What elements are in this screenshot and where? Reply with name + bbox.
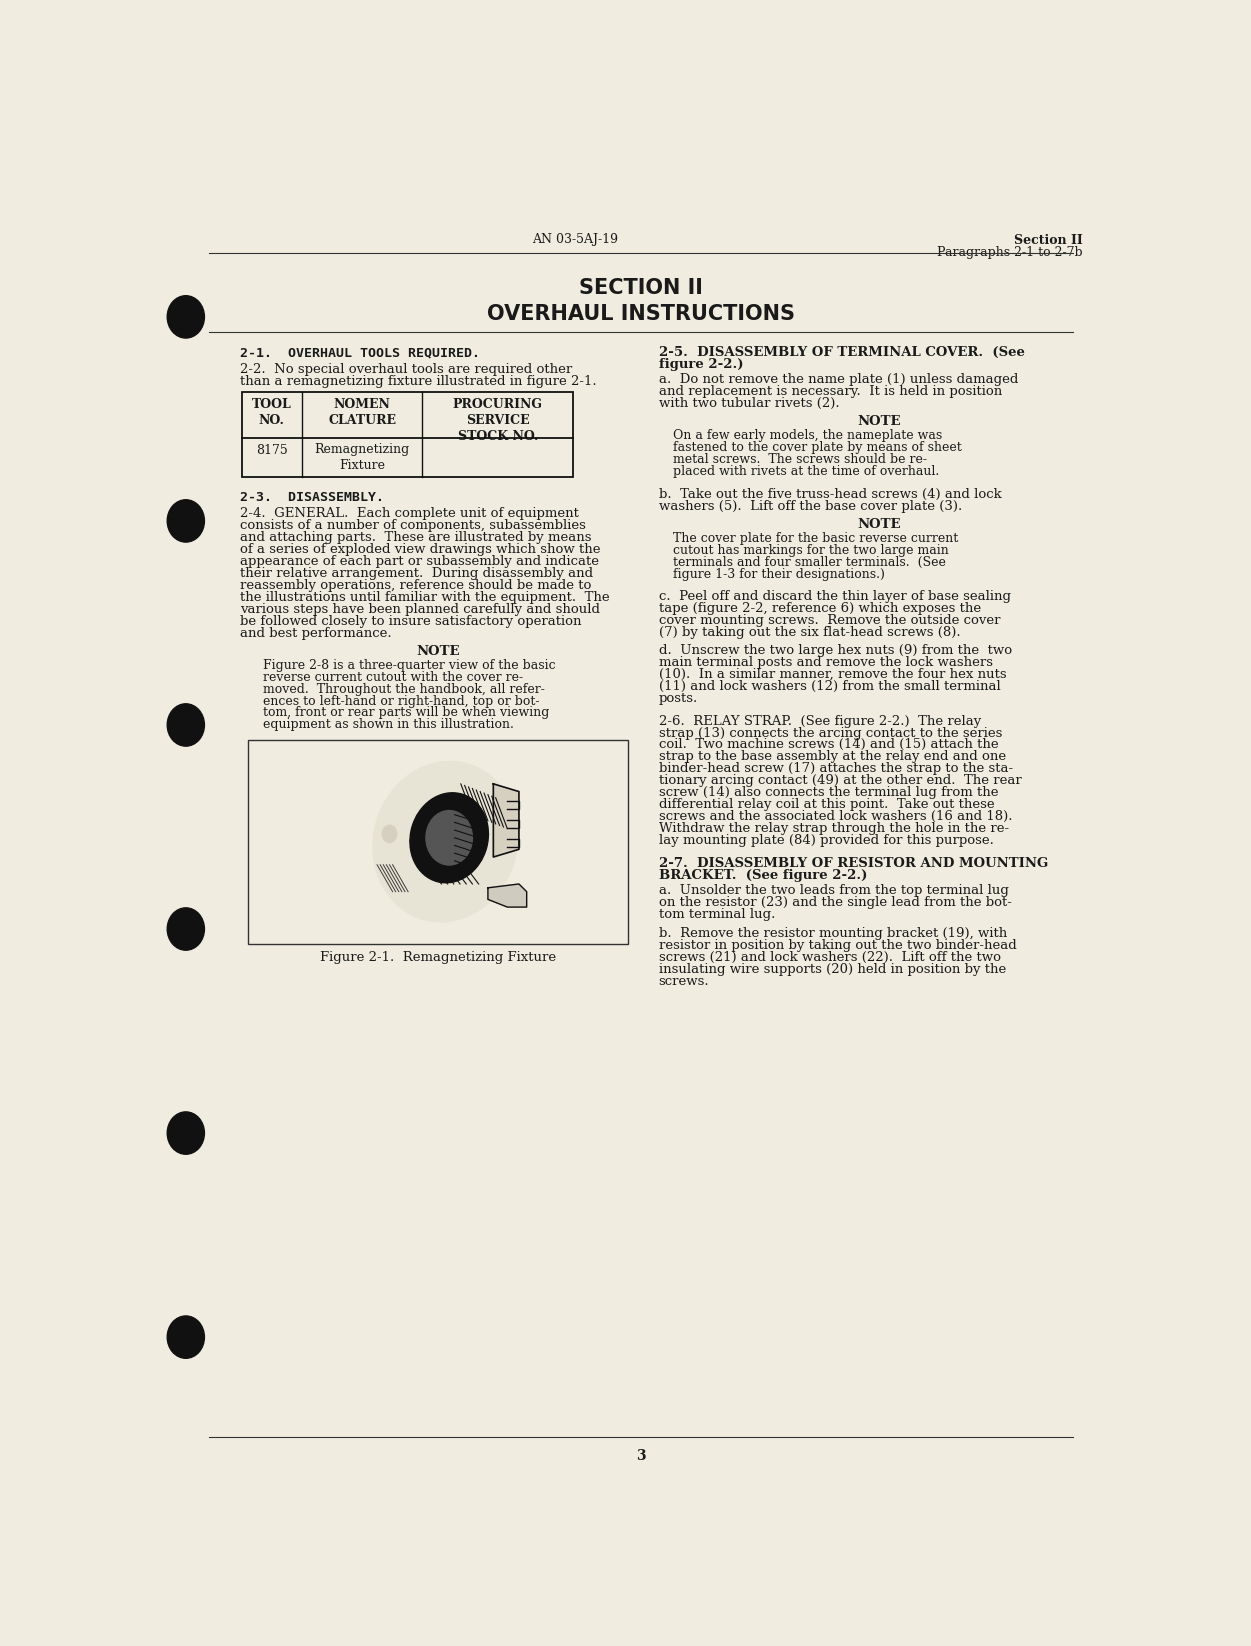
Text: of a series of exploded view drawings which show the: of a series of exploded view drawings wh… <box>240 543 600 556</box>
Text: Remagnetizing
Fixture: Remagnetizing Fixture <box>314 443 410 472</box>
Ellipse shape <box>168 704 204 746</box>
Text: 2-5.  DISASSEMBLY OF TERMINAL COVER.  (See: 2-5. DISASSEMBLY OF TERMINAL COVER. (See <box>658 346 1025 359</box>
Text: Figure 2-8 is a three-quarter view of the basic: Figure 2-8 is a three-quarter view of th… <box>263 658 555 672</box>
Text: washers (5).  Lift off the base cover plate (3).: washers (5). Lift off the base cover pla… <box>658 500 962 514</box>
Text: Withdraw the relay strap through the hole in the re-: Withdraw the relay strap through the hol… <box>658 821 1008 835</box>
Ellipse shape <box>168 1315 204 1358</box>
Text: reassembly operations, reference should be made to: reassembly operations, reference should … <box>240 579 592 593</box>
Text: The cover plate for the basic reverse current: The cover plate for the basic reverse cu… <box>673 532 958 545</box>
Text: BRACKET.  (See figure 2-2.): BRACKET. (See figure 2-2.) <box>658 869 867 882</box>
Text: screws and the associated lock washers (16 and 18).: screws and the associated lock washers (… <box>658 810 1012 823</box>
Ellipse shape <box>168 909 204 950</box>
Text: lay mounting plate (84) provided for this purpose.: lay mounting plate (84) provided for thi… <box>658 835 993 848</box>
Text: resistor in position by taking out the two binder-head: resistor in position by taking out the t… <box>658 940 1016 953</box>
Text: on the resistor (23) and the single lead from the bot-: on the resistor (23) and the single lead… <box>658 895 1012 909</box>
Text: 8175: 8175 <box>256 444 288 458</box>
Text: 2-7.  DISASSEMBLY OF RESISTOR AND MOUNTING: 2-7. DISASSEMBLY OF RESISTOR AND MOUNTIN… <box>658 856 1048 869</box>
Text: 3: 3 <box>636 1448 646 1463</box>
Text: various steps have been planned carefully and should: various steps have been planned carefull… <box>240 602 600 616</box>
Text: Figure 2-1.  Remagnetizing Fixture: Figure 2-1. Remagnetizing Fixture <box>320 951 555 965</box>
Text: Section II: Section II <box>1013 234 1082 247</box>
Ellipse shape <box>373 762 518 922</box>
Text: a.  Unsolder the two leads from the top terminal lug: a. Unsolder the two leads from the top t… <box>658 884 1008 897</box>
Bar <box>241 392 573 477</box>
Text: (7) by taking out the six flat-head screws (8).: (7) by taking out the six flat-head scre… <box>658 625 961 639</box>
Text: appearance of each part or subassembly and indicate: appearance of each part or subassembly a… <box>240 555 599 568</box>
Text: 2-6.  RELAY STRAP.  (See figure 2-2.)  The relay: 2-6. RELAY STRAP. (See figure 2-2.) The … <box>658 714 981 728</box>
Text: fastened to the cover plate by means of sheet: fastened to the cover plate by means of … <box>673 441 961 454</box>
Text: differential relay coil at this point.  Take out these: differential relay coil at this point. T… <box>658 798 995 811</box>
Text: with two tubular rivets (2).: with two tubular rivets (2). <box>658 397 839 410</box>
Text: coil.  Two machine screws (14) and (15) attach the: coil. Two machine screws (14) and (15) a… <box>658 739 998 752</box>
Text: NOTE: NOTE <box>858 415 901 428</box>
Text: terminals and four smaller terminals.  (See: terminals and four smaller terminals. (S… <box>673 556 946 568</box>
Text: be followed closely to insure satisfactory operation: be followed closely to insure satisfacto… <box>240 616 582 627</box>
Text: a.  Do not remove the name plate (1) unless damaged: a. Do not remove the name plate (1) unle… <box>658 374 1018 387</box>
Text: Paragraphs 2-1 to 2-7b: Paragraphs 2-1 to 2-7b <box>937 245 1082 258</box>
Text: moved.  Throughout the handbook, all refer-: moved. Throughout the handbook, all refe… <box>263 683 545 696</box>
Text: c.  Peel off and discard the thin layer of base sealing: c. Peel off and discard the thin layer o… <box>658 591 1011 602</box>
Text: NOMEN
CLATURE: NOMEN CLATURE <box>328 398 397 426</box>
Text: main terminal posts and remove the lock washers: main terminal posts and remove the lock … <box>658 657 992 668</box>
Text: than a remagnetizing fixture illustrated in figure 2-1.: than a remagnetizing fixture illustrated… <box>240 375 597 388</box>
Text: equipment as shown in this illustration.: equipment as shown in this illustration. <box>263 718 514 731</box>
Ellipse shape <box>410 793 488 882</box>
Text: their relative arrangement.  During disassembly and: their relative arrangement. During disas… <box>240 568 593 579</box>
Text: NOTE: NOTE <box>415 645 459 658</box>
Text: NOTE: NOTE <box>858 518 901 532</box>
Text: tionary arcing contact (49) at the other end.  The rear: tionary arcing contact (49) at the other… <box>658 774 1021 787</box>
Text: tom, front or rear parts will be when viewing: tom, front or rear parts will be when vi… <box>263 706 549 719</box>
Text: (10).  In a similar manner, remove the four hex nuts: (10). In a similar manner, remove the fo… <box>658 668 1006 681</box>
Text: reverse current cutout with the cover re-: reverse current cutout with the cover re… <box>263 670 523 683</box>
Text: tape (figure 2-2, reference 6) which exposes the: tape (figure 2-2, reference 6) which exp… <box>658 602 981 616</box>
Text: SECTION II: SECTION II <box>579 278 703 298</box>
Text: metal screws.  The screws should be re-: metal screws. The screws should be re- <box>673 453 927 466</box>
Text: binder-head screw (17) attaches the strap to the sta-: binder-head screw (17) attaches the stra… <box>658 762 1013 775</box>
Ellipse shape <box>168 500 204 542</box>
Text: On a few early models, the nameplate was: On a few early models, the nameplate was <box>673 430 942 443</box>
Text: (11) and lock washers (12) from the small terminal: (11) and lock washers (12) from the smal… <box>658 680 1001 693</box>
Text: and attaching parts.  These are illustrated by means: and attaching parts. These are illustrat… <box>240 532 592 545</box>
Text: and best performance.: and best performance. <box>240 627 392 640</box>
Text: 2-4.  GENERAL.  Each complete unit of equipment: 2-4. GENERAL. Each complete unit of equi… <box>240 507 579 520</box>
Ellipse shape <box>383 825 397 843</box>
Text: figure 2-2.): figure 2-2.) <box>658 359 743 370</box>
Ellipse shape <box>168 296 204 337</box>
Text: screw (14) also connects the terminal lug from the: screw (14) also connects the terminal lu… <box>658 787 998 800</box>
Text: b.  Take out the five truss-head screws (4) and lock: b. Take out the five truss-head screws (… <box>658 487 1001 500</box>
Text: screws (21) and lock washers (22).  Lift off the two: screws (21) and lock washers (22). Lift … <box>658 951 1001 965</box>
Bar <box>248 739 628 943</box>
Text: screws.: screws. <box>658 974 709 988</box>
Text: AN 03-5AJ-19: AN 03-5AJ-19 <box>532 234 618 247</box>
Text: d.  Unscrew the two large hex nuts (9) from the  two: d. Unscrew the two large hex nuts (9) fr… <box>658 644 1012 657</box>
Text: figure 1-3 for their designations.): figure 1-3 for their designations.) <box>673 568 884 581</box>
Text: TOOL
NO.: TOOL NO. <box>251 398 291 426</box>
Text: ences to left-hand or right-hand, top or bot-: ences to left-hand or right-hand, top or… <box>263 695 540 708</box>
Polygon shape <box>488 884 527 907</box>
Text: PROCURING
SERVICE
STOCK NO.: PROCURING SERVICE STOCK NO. <box>453 398 543 443</box>
Text: consists of a number of components, subassemblies: consists of a number of components, suba… <box>240 520 585 532</box>
Text: and replacement is necessary.  It is held in position: and replacement is necessary. It is held… <box>658 385 1002 398</box>
Text: strap to the base assembly at the relay end and one: strap to the base assembly at the relay … <box>658 751 1006 764</box>
Text: 2-2.  No special overhaul tools are required other: 2-2. No special overhaul tools are requi… <box>240 364 572 375</box>
Ellipse shape <box>168 1113 204 1154</box>
Text: OVERHAUL INSTRUCTIONS: OVERHAUL INSTRUCTIONS <box>487 305 794 324</box>
Text: insulating wire supports (20) held in position by the: insulating wire supports (20) held in po… <box>658 963 1006 976</box>
Text: tom terminal lug.: tom terminal lug. <box>658 909 774 920</box>
Ellipse shape <box>425 810 473 866</box>
Text: placed with rivets at the time of overhaul.: placed with rivets at the time of overha… <box>673 466 938 477</box>
Text: 2-3.  DISASSEMBLY.: 2-3. DISASSEMBLY. <box>240 491 384 504</box>
Text: b.  Remove the resistor mounting bracket (19), with: b. Remove the resistor mounting bracket … <box>658 927 1007 940</box>
Polygon shape <box>493 783 519 858</box>
Text: posts.: posts. <box>658 691 698 704</box>
Text: cutout has markings for the two large main: cutout has markings for the two large ma… <box>673 543 948 556</box>
Text: the illustrations until familiar with the equipment.  The: the illustrations until familiar with th… <box>240 591 609 604</box>
Text: cover mounting screws.  Remove the outside cover: cover mounting screws. Remove the outsid… <box>658 614 1000 627</box>
Text: strap (13) connects the arcing contact to the series: strap (13) connects the arcing contact t… <box>658 726 1002 739</box>
Text: 2-1.  OVERHAUL TOOLS REQUIRED.: 2-1. OVERHAUL TOOLS REQUIRED. <box>240 346 480 359</box>
